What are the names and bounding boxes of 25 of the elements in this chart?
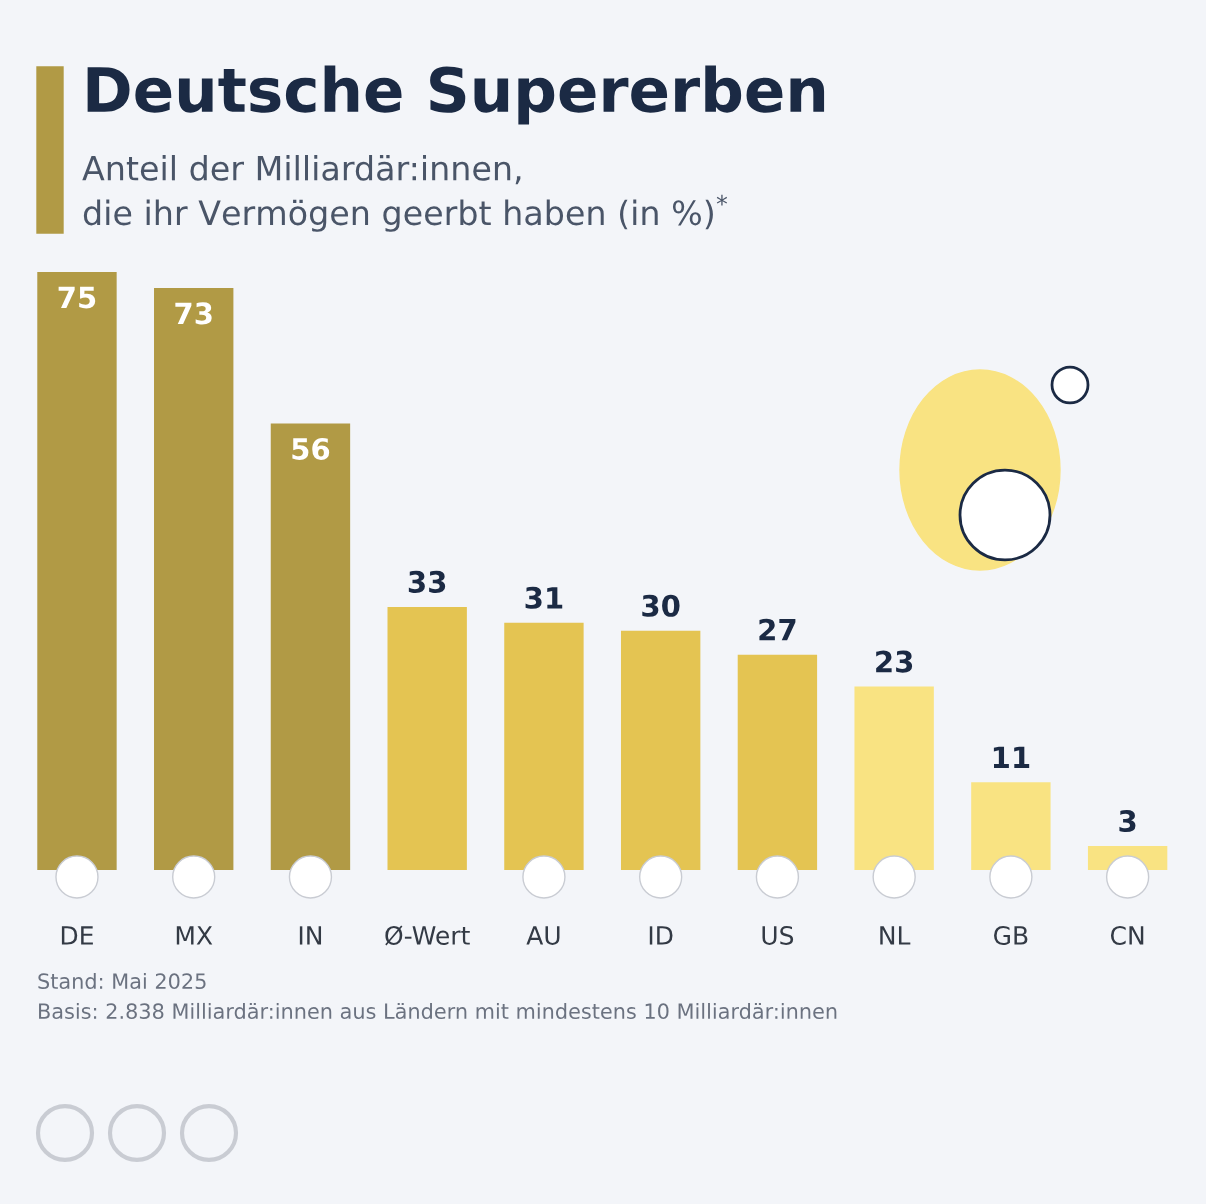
data-label: 11 (993, 746, 1030, 768)
data-label: 23 (876, 650, 913, 673)
data-label: 27 (759, 618, 796, 641)
data-label: 73 (175, 302, 212, 325)
bar (387, 606, 467, 870)
chart-subtitle: Anteil der Milliardär:innen, die ihr Vermögen geerbt haben (in %)$^{*}$ (82, 155, 728, 232)
text: Stand: Mai 2025 (38, 972, 206, 990)
data-label: 75 (58, 286, 96, 309)
chart-title: Deutsche Supererben (87, 65, 825, 125)
x-tick-label: DE (61, 926, 93, 945)
data-label: 56 (292, 437, 330, 460)
x-tick-label: IN (299, 926, 322, 945)
data-label: 30 (642, 594, 680, 617)
x-tick-label: NL (880, 926, 911, 945)
x-tick-label: Ø-Wert (385, 925, 470, 946)
text: Basis: 2.838 Milliardär:innen aus Ländern mit mindestens 10 Milliardär:innen (39, 1002, 837, 1020)
x-tick-label: AU (526, 926, 560, 945)
x-tick-label: CN (1110, 926, 1144, 945)
x-tick-label: ID (649, 926, 673, 945)
x-tick-label: MX (176, 926, 213, 945)
data-label: 33 (408, 570, 446, 593)
data-label: 31 (525, 586, 563, 609)
x-tick-label: GB (994, 926, 1028, 945)
data-label: 3 (1119, 810, 1136, 833)
x-tick-label: US (762, 926, 794, 945)
